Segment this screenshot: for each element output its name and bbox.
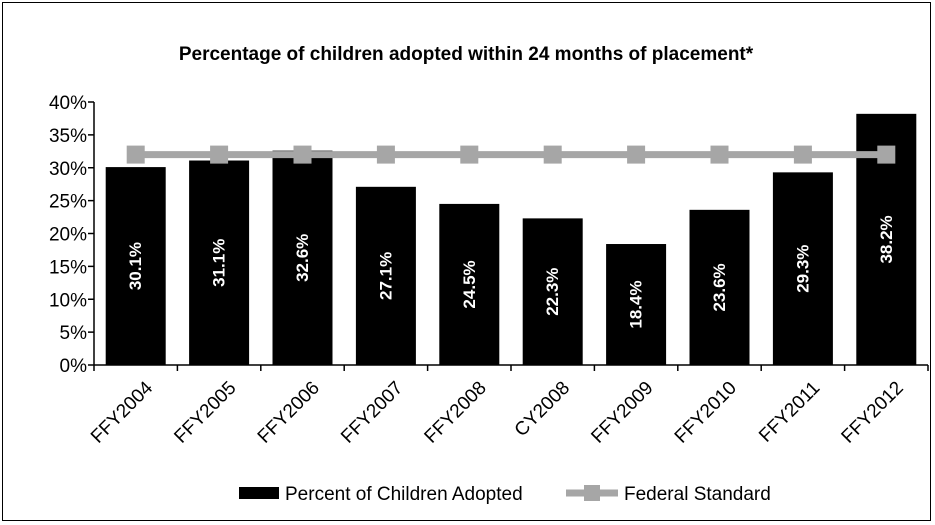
- legend: Percent of Children Adopted Federal Stan…: [239, 484, 771, 505]
- line-marker: [710, 145, 729, 164]
- bar-data-label: 29.3%: [793, 245, 812, 293]
- bar: [606, 244, 667, 365]
- bar-data-label: 32.6%: [293, 234, 312, 282]
- x-tick-label: FFY2010: [671, 378, 741, 448]
- y-tick-label: 20%: [49, 225, 87, 246]
- y-tick-label: 10%: [49, 290, 87, 311]
- bar: [189, 160, 250, 365]
- legend-swatch-bars: [239, 487, 279, 499]
- line-marker: [460, 145, 479, 164]
- y-tick-label: 40%: [49, 93, 87, 114]
- x-tick-label: FFY2007: [337, 378, 407, 448]
- x-tick-label: FFY2006: [254, 378, 324, 448]
- x-tick-label: FFY2004: [87, 377, 157, 447]
- bar: [105, 167, 166, 365]
- line-marker: [627, 145, 646, 164]
- bar-data-label: 38.2%: [877, 215, 896, 263]
- bar: [439, 203, 500, 365]
- x-tick-label: FFY2011: [755, 378, 824, 447]
- line-marker: [877, 145, 896, 164]
- x-tick-label: FFY2012: [838, 378, 908, 448]
- y-tick-label: 0%: [60, 356, 88, 377]
- bar: [272, 150, 333, 365]
- line-marker: [210, 145, 229, 164]
- bar-data-label: 18.4%: [627, 280, 646, 328]
- bar-data-label: 24.5%: [460, 260, 479, 308]
- bar: [522, 218, 583, 365]
- bar-data-label: 30.1%: [126, 242, 145, 290]
- legend-swatch-marker: [584, 485, 600, 501]
- bar: [355, 186, 416, 365]
- bar: [689, 209, 750, 365]
- x-tick-label: CY2008: [511, 378, 574, 441]
- y-tick-label: 30%: [49, 159, 87, 180]
- y-tick-label: 35%: [49, 126, 87, 147]
- legend-label-line: Federal Standard: [624, 484, 771, 505]
- y-tick-label: 5%: [60, 323, 88, 344]
- x-tick-label: FFY2008: [421, 378, 491, 448]
- line-marker: [293, 145, 312, 164]
- bar-data-label: 27.1%: [376, 252, 395, 300]
- bar-data-label: 22.3%: [543, 268, 562, 316]
- line-marker: [543, 145, 562, 164]
- y-tick-label: 15%: [49, 257, 87, 278]
- x-axis: FFY2004 FFY2005 FFY2006 FFY2007 FFY2008 CY200…: [87, 364, 929, 448]
- federal-standard-line-group: [126, 145, 896, 164]
- x-tick-label: FFY2009: [587, 378, 657, 448]
- bar-data-label: 23.6%: [710, 263, 729, 311]
- bar: [772, 172, 833, 365]
- legend-label-bars: Percent of Children Adopted: [285, 484, 523, 505]
- chart-title: Percentage of children adopted within 24…: [179, 44, 754, 65]
- x-tick-label: FFY2005: [170, 378, 240, 448]
- y-tick-label: 25%: [49, 192, 87, 213]
- line-marker: [126, 145, 145, 164]
- y-axis: 0% 5% 10% 15% 20% 25% 30% 35% 40%: [49, 93, 95, 377]
- bars-group: 30.1% 31.1% 32.6% 27.1% 24.5% 22.3% 18.4% 23.6%…: [105, 113, 917, 366]
- line-marker: [376, 145, 395, 164]
- bar-data-label: 31.1%: [210, 239, 229, 287]
- line-marker: [793, 145, 812, 164]
